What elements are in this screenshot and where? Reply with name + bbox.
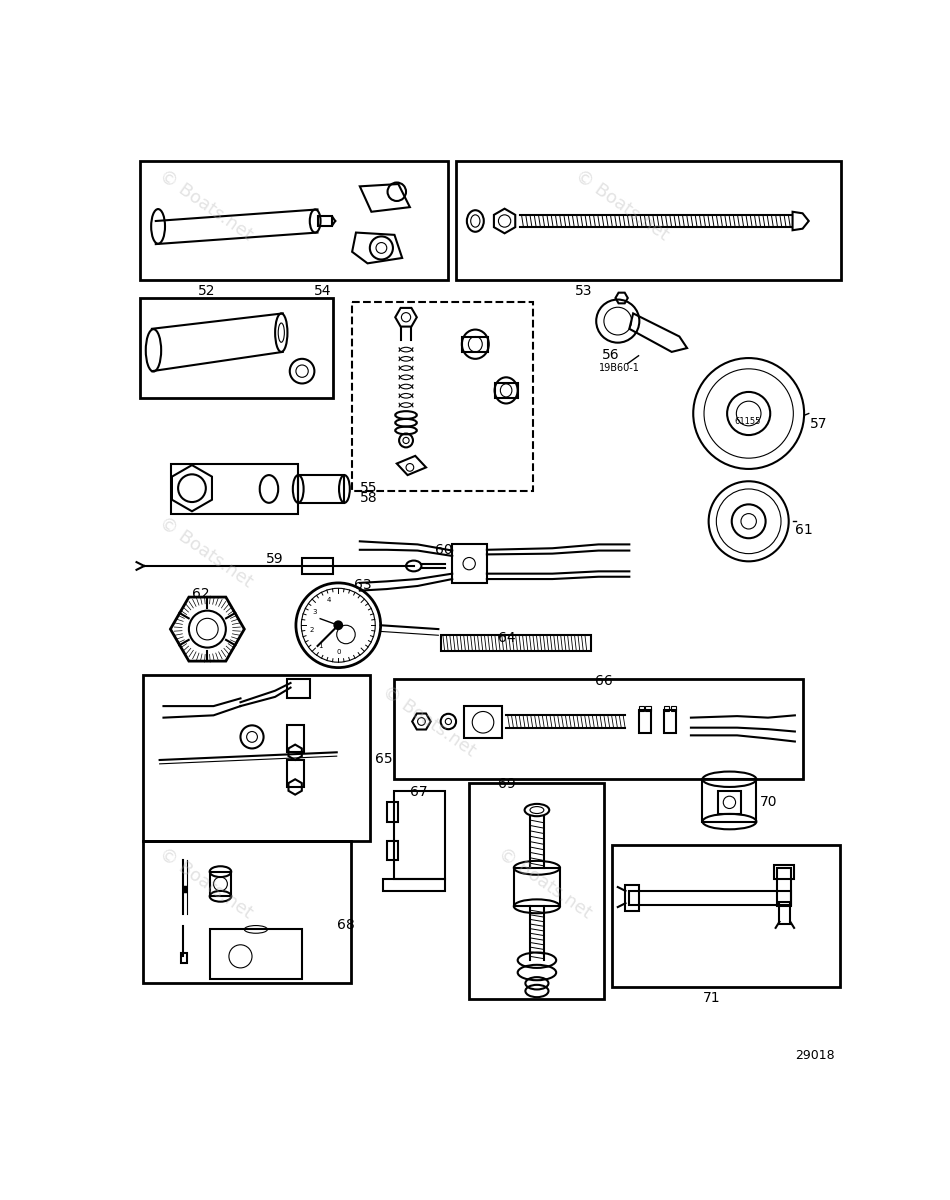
Bar xyxy=(664,706,670,712)
Bar xyxy=(456,161,841,281)
Text: 1: 1 xyxy=(318,643,323,649)
Text: 65: 65 xyxy=(375,752,393,767)
Bar xyxy=(625,884,639,911)
Text: 67: 67 xyxy=(409,785,428,799)
Bar xyxy=(671,706,676,712)
Circle shape xyxy=(334,622,342,629)
Text: 62: 62 xyxy=(192,587,210,601)
Text: © Boats.net: © Boats.net xyxy=(572,167,672,245)
Text: 63: 63 xyxy=(353,577,371,592)
Bar xyxy=(777,868,791,906)
Text: 58: 58 xyxy=(360,491,377,504)
Bar xyxy=(383,880,445,890)
Text: 71: 71 xyxy=(702,991,720,1006)
Text: 59: 59 xyxy=(266,552,283,566)
Bar xyxy=(463,336,488,352)
Text: 66: 66 xyxy=(595,673,613,688)
Text: © Boats.net: © Boats.net xyxy=(495,845,595,922)
Text: 0: 0 xyxy=(336,649,340,655)
Bar xyxy=(452,545,486,583)
Bar xyxy=(464,706,503,738)
Text: © Boats.net: © Boats.net xyxy=(156,845,256,922)
Bar xyxy=(171,463,298,514)
Text: 68: 68 xyxy=(336,918,354,932)
Text: 61: 61 xyxy=(795,523,812,536)
Text: 52: 52 xyxy=(199,284,216,298)
Text: 61155: 61155 xyxy=(734,418,761,426)
Text: 64: 64 xyxy=(499,631,516,644)
Text: © Boats.net: © Boats.net xyxy=(379,683,479,761)
Bar xyxy=(469,784,604,998)
Bar xyxy=(645,706,651,712)
Bar xyxy=(387,841,398,860)
Bar xyxy=(142,841,351,983)
Bar xyxy=(495,383,518,398)
Bar xyxy=(702,779,756,822)
Bar xyxy=(774,865,794,878)
Text: 3: 3 xyxy=(313,608,317,614)
Bar xyxy=(181,953,187,964)
Text: 4: 4 xyxy=(327,596,332,602)
Bar xyxy=(352,302,533,491)
Bar xyxy=(638,710,651,733)
Bar xyxy=(779,902,790,924)
Text: 55: 55 xyxy=(360,481,377,496)
Bar xyxy=(387,803,398,822)
Bar xyxy=(287,760,304,787)
Text: 2: 2 xyxy=(310,626,314,632)
Bar xyxy=(287,679,310,698)
Bar xyxy=(613,845,840,988)
Text: © Boats.net: © Boats.net xyxy=(156,514,256,590)
Text: 19B60-1: 19B60-1 xyxy=(598,364,639,373)
Bar xyxy=(441,635,591,650)
Bar xyxy=(302,558,332,574)
Bar xyxy=(394,791,445,880)
Bar xyxy=(210,929,302,979)
Bar xyxy=(514,868,560,906)
Bar xyxy=(718,791,741,814)
Text: 56: 56 xyxy=(602,348,620,362)
Text: 69: 69 xyxy=(499,776,516,791)
Bar xyxy=(210,871,231,896)
Text: 60: 60 xyxy=(435,542,453,557)
Bar xyxy=(394,679,803,779)
Bar xyxy=(638,706,644,712)
Text: 70: 70 xyxy=(760,794,778,809)
Text: 29018: 29018 xyxy=(795,1049,834,1062)
Bar xyxy=(629,890,791,905)
Bar xyxy=(141,161,448,281)
Bar xyxy=(141,298,332,398)
Text: 57: 57 xyxy=(810,418,827,431)
Bar xyxy=(664,710,676,733)
Text: 53: 53 xyxy=(576,284,593,298)
Text: © Boats.net: © Boats.net xyxy=(156,167,256,245)
Text: 54: 54 xyxy=(314,284,332,298)
Bar xyxy=(142,676,370,841)
Bar xyxy=(318,216,332,226)
Bar xyxy=(298,475,345,503)
Bar xyxy=(287,725,304,752)
